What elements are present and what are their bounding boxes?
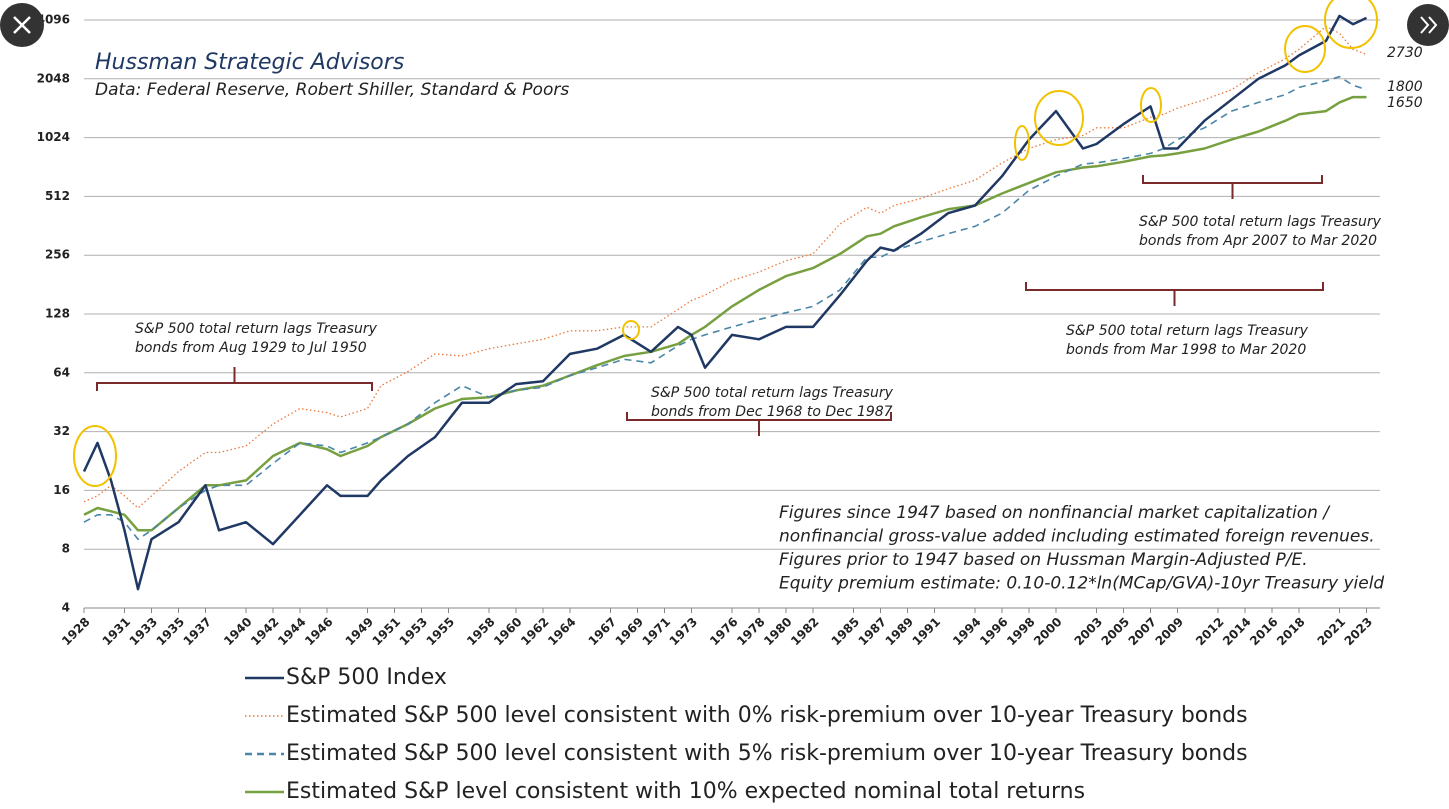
- next-icon: [1420, 16, 1438, 34]
- legend-label: Estimated S&P 500 level consistent with …: [286, 703, 1248, 728]
- y-tick-label: 128: [45, 307, 70, 321]
- y-tick-label: 2048: [37, 71, 70, 85]
- y-tick-label: 32: [53, 424, 70, 438]
- legend-label: S&P 500 Index: [286, 665, 447, 690]
- chart-subtitle: Data: Federal Reserve, Robert Shiller, S…: [95, 80, 569, 100]
- bracket: [1025, 282, 1324, 306]
- y-tick-label: 8: [62, 542, 70, 556]
- y-tick-label: 4: [62, 601, 70, 615]
- note: Figures prior to 1947 based on Hussman M…: [779, 550, 1308, 570]
- annotation: S&P 500 total return lags Treasury: [1139, 214, 1382, 230]
- note: Figures since 1947 based on nonfinancial…: [779, 503, 1331, 523]
- note: nonfinancial gross-value added including…: [779, 527, 1375, 547]
- note: Equity premium estimate: 0.10-0.12*ln(MC…: [779, 574, 1384, 594]
- highlight-rings: [73, 0, 1378, 487]
- series-line: [82, 14, 1368, 591]
- annotation: S&P 500 total return lags Treasury: [135, 321, 378, 337]
- end-label: 1650: [1387, 95, 1423, 111]
- annotation: bonds from Mar 1998 to Mar 2020: [1066, 342, 1306, 358]
- close-button[interactable]: [0, 3, 44, 47]
- ring: [1284, 25, 1326, 73]
- ring: [1140, 87, 1162, 123]
- end-label: 1800: [1387, 79, 1423, 95]
- y-tick-label: 1024: [37, 130, 70, 144]
- annotation: S&P 500 total return lags Treasury: [651, 385, 894, 401]
- annotation: bonds from Apr 2007 to Mar 2020: [1139, 233, 1377, 249]
- ring: [1014, 125, 1030, 161]
- y-tick-label: 256: [45, 248, 70, 262]
- annotation: bonds from Dec 1968 to Dec 1987: [651, 404, 893, 420]
- close-icon: [13, 16, 31, 34]
- y-tick-label: 16: [53, 483, 70, 497]
- ring: [1034, 90, 1084, 146]
- legend-label: Estimated S&P level consistent with 10% …: [286, 779, 1085, 804]
- series-line: [83, 25, 1367, 509]
- ring: [1324, 0, 1378, 49]
- y-tick-label: 512: [45, 189, 70, 203]
- series-line: [83, 95, 1367, 532]
- chart-title: Hussman Strategic Advisors: [95, 50, 404, 75]
- ring: [73, 425, 117, 487]
- end-label: 2730: [1387, 45, 1423, 61]
- legend-label: Estimated S&P 500 level consistent with …: [286, 741, 1248, 766]
- series-line: [83, 75, 1367, 540]
- bracket: [96, 367, 373, 391]
- y-tick-label: 64: [53, 365, 70, 379]
- annotation: S&P 500 total return lags Treasury: [1066, 323, 1309, 339]
- y-tick-label: 4096: [37, 13, 70, 27]
- next-button[interactable]: [1407, 4, 1449, 46]
- bracket: [1142, 175, 1323, 199]
- ring: [622, 320, 640, 340]
- annotation: bonds from Aug 1929 to Jul 1950: [135, 340, 367, 356]
- bracket: [626, 412, 892, 436]
